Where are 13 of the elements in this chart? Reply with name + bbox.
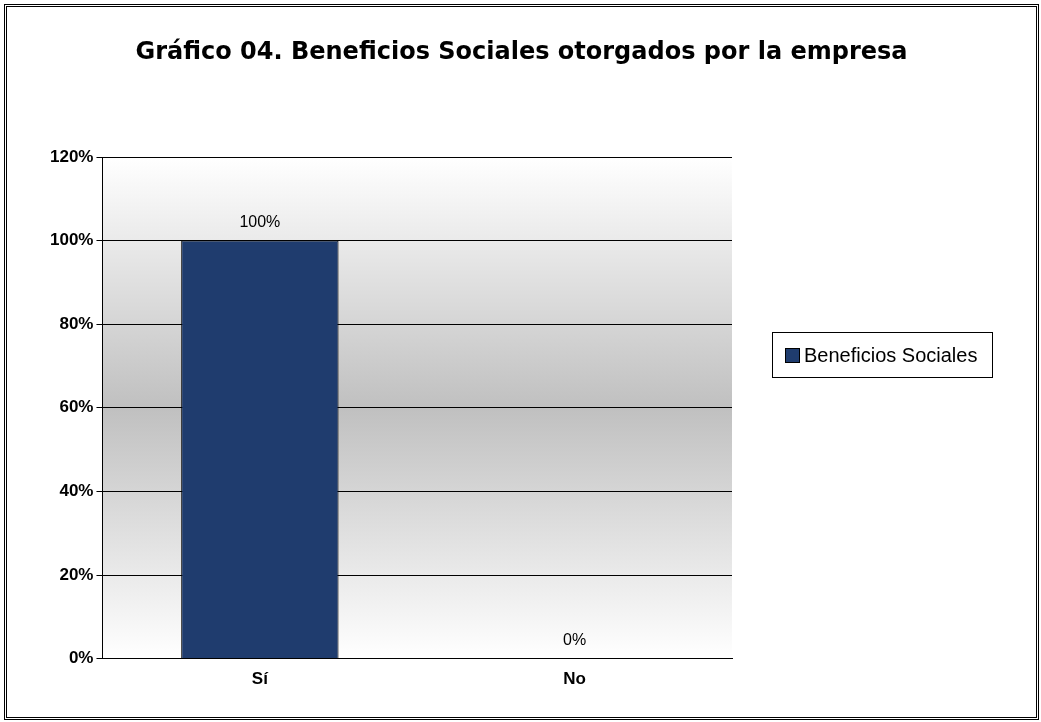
y-tick-label: 0%: [68, 648, 94, 668]
text: Beneficios Sociales: [804, 343, 978, 367]
y-tick-label: 20%: [59, 564, 94, 584]
x-tick-label: No: [563, 669, 586, 689]
y-tick-label: 120%: [50, 146, 94, 166]
data-label: 0%: [563, 631, 587, 649]
y-tick-label: 60%: [59, 397, 94, 417]
y-tick-label: 100%: [50, 230, 94, 250]
x-tick-label: Sí: [251, 669, 270, 689]
data-label: 100%: [239, 213, 281, 231]
y-tick-label: 40%: [59, 481, 94, 501]
chart-title: Gráfico 04. Beneficios Sociales otorgados por la empresa: [134, 37, 909, 65]
y-tick-label: 80%: [59, 313, 94, 333]
